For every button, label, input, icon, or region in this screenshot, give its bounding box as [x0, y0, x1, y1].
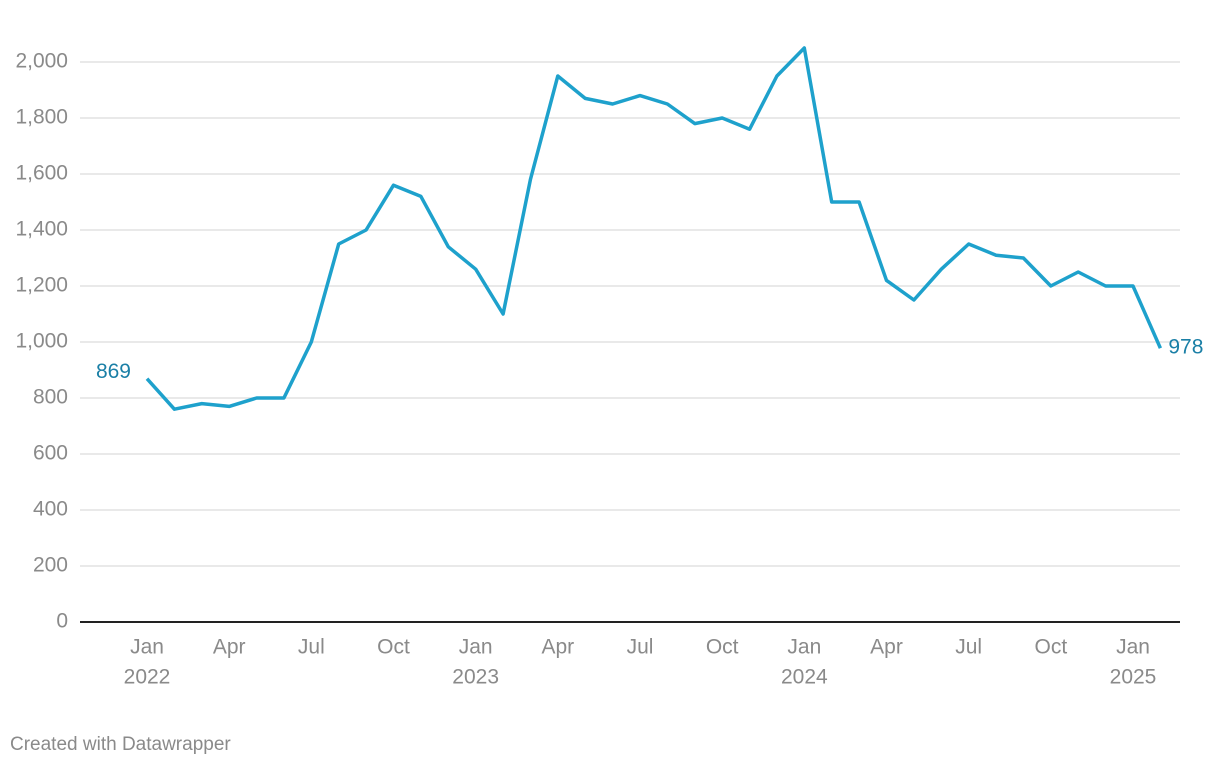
y-tick-label: 200: [33, 554, 68, 577]
line: [145, 46, 1163, 411]
x-tick-label: Oct: [377, 636, 410, 659]
y-tick-label: 1,400: [15, 218, 68, 241]
x-tick-label: Oct: [706, 636, 739, 659]
x-tick-label: Oct: [1034, 636, 1067, 659]
y-tick-label: 1,200: [15, 274, 68, 297]
y-tick-label: 600: [33, 442, 68, 465]
y-tick-label: 400: [33, 498, 68, 521]
x-tick-label: Apr: [541, 636, 574, 659]
value-label: 978: [1168, 336, 1203, 359]
x-tick-label: Apr: [870, 636, 903, 659]
x-tick-label: Apr: [213, 636, 246, 659]
x-tick-year: 2024: [781, 666, 828, 689]
y-tick-label: 1,000: [15, 330, 68, 353]
x-tick-label: Jan: [459, 636, 493, 659]
x-tick-label: Jul: [627, 636, 654, 659]
y-tick-label: 0: [56, 610, 68, 633]
x-tick-year: 2023: [452, 666, 499, 689]
x-tick-year: 2022: [124, 666, 171, 689]
x-tick-label: Jul: [955, 636, 982, 659]
credit: Created with Datawrapper: [10, 734, 231, 755]
y-tick-label: 1,800: [15, 106, 68, 129]
y-tick-label: 1,600: [15, 162, 68, 185]
x-tick-year: 2025: [1110, 666, 1157, 689]
x-tick-label: Jul: [298, 636, 325, 659]
value-label: 869: [96, 360, 131, 383]
x-tick-label: Jan: [130, 636, 164, 659]
x-tick-label: Jan: [1116, 636, 1150, 659]
y-tick-label: 800: [33, 386, 68, 409]
y-tick-label: 2,000: [15, 50, 68, 73]
x-tick-label: Jan: [787, 636, 821, 659]
